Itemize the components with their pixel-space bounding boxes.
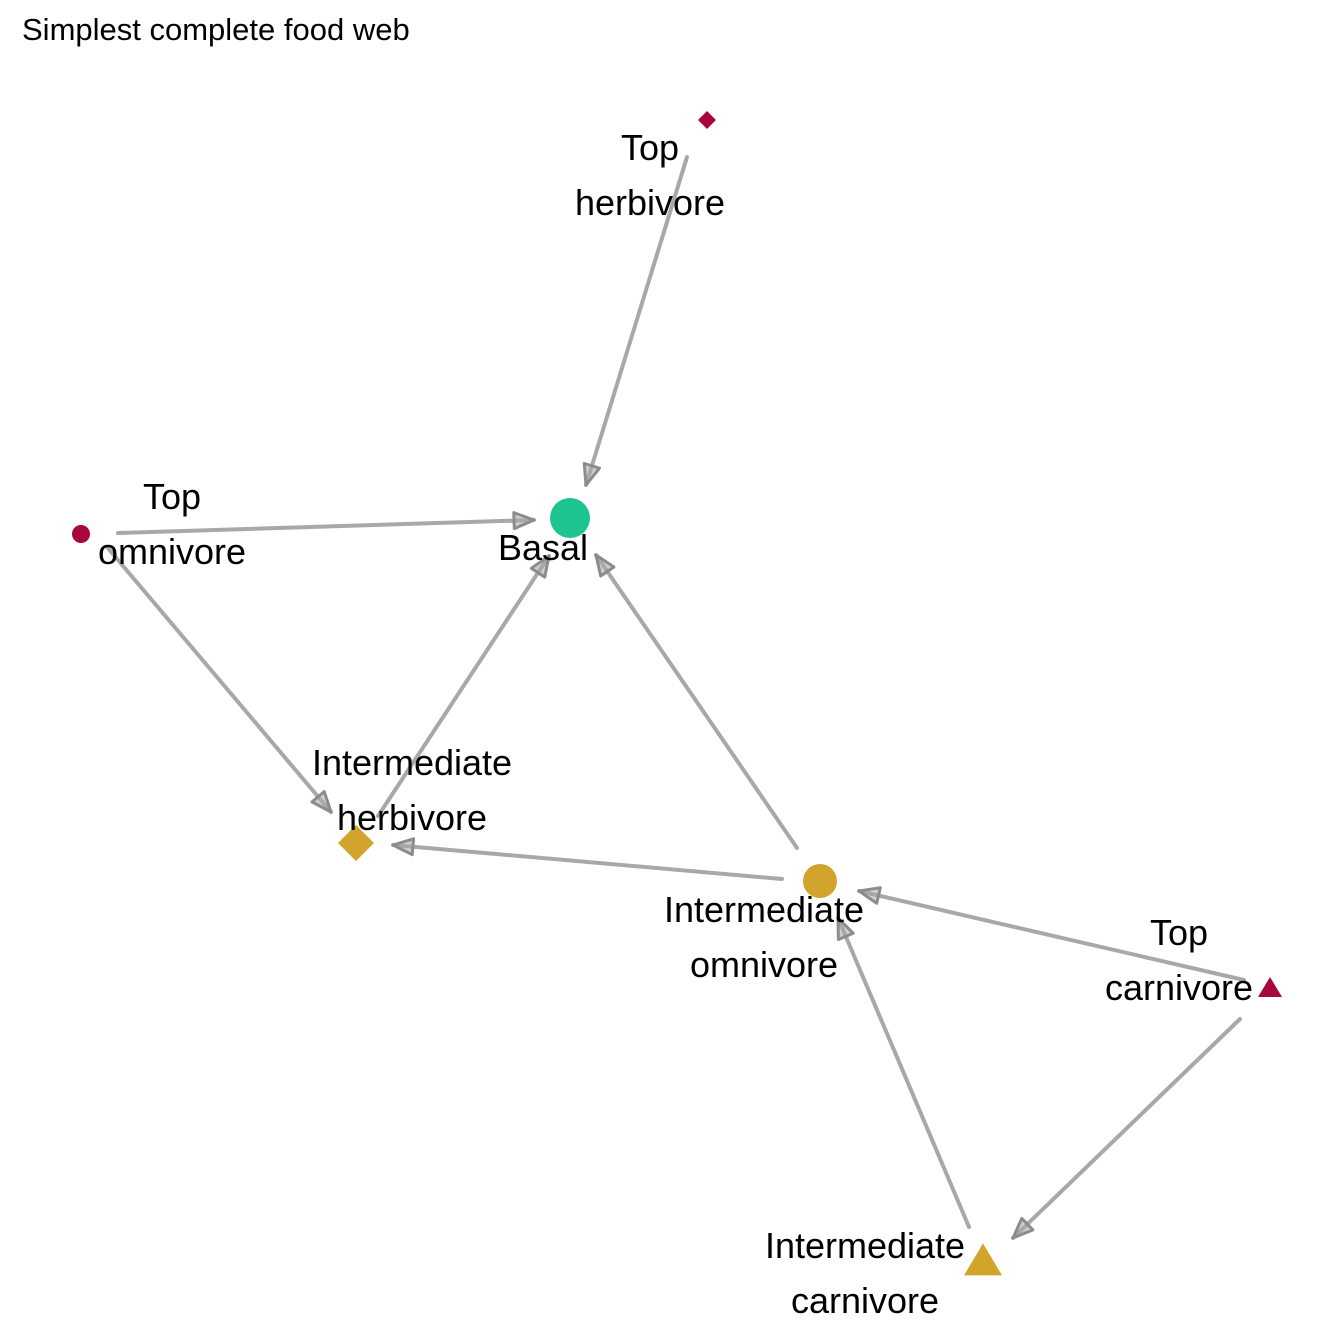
node-label-top-herb: Top herbivore xyxy=(575,127,725,223)
node-basal-circle-icon xyxy=(550,498,590,538)
edge-top_carn-to-int_carn xyxy=(1011,1017,1242,1240)
edge-line xyxy=(836,916,971,1229)
edge-int_omni-to-int_herb xyxy=(391,837,784,881)
edge-top_carn-to-int_omni xyxy=(857,886,1246,982)
node-label-line: Top xyxy=(1150,912,1208,953)
edges-layer xyxy=(105,155,1246,1240)
arrowhead-icon xyxy=(836,916,855,941)
edge-int_omni-to-basal xyxy=(594,553,799,850)
nodes-layer xyxy=(72,111,1282,1276)
arrowhead-icon xyxy=(391,837,416,857)
edge-top_omni-to-int_herb xyxy=(105,545,333,814)
node-int-carn-triangle-icon xyxy=(964,1243,1002,1276)
node-label-line: Intermediate xyxy=(664,889,864,930)
edge-top_omni-to-basal xyxy=(116,511,536,535)
node-top-carn-triangle-icon xyxy=(1258,977,1282,997)
node-label-int-herb: Intermediate herbivore xyxy=(312,742,512,838)
node-top-herb-diamond-icon xyxy=(698,111,716,129)
edge-line xyxy=(376,554,551,818)
node-label-top-carn: Top carnivore xyxy=(1105,912,1253,1008)
node-int-herb-diamond-icon xyxy=(338,825,374,861)
diagram-title: Simplest complete food web xyxy=(22,12,410,47)
node-label-line: herbivore xyxy=(337,797,487,838)
edge-int_herb-to-basal xyxy=(376,554,551,818)
node-label-line: Intermediate xyxy=(312,742,512,783)
edge-int_carn-to-int_omni xyxy=(836,916,971,1229)
node-label-line: Top xyxy=(621,127,679,168)
node-label-line: Basal xyxy=(498,527,588,568)
node-label-line: herbivore xyxy=(575,182,725,223)
arrowhead-icon xyxy=(310,790,333,814)
node-label-line: Top xyxy=(143,476,201,517)
edge-line xyxy=(391,843,784,881)
edge-line xyxy=(857,889,1246,982)
edge-line xyxy=(116,518,536,535)
arrowhead-icon xyxy=(512,511,536,531)
edge-line xyxy=(105,545,333,814)
edge-top_herb-to-basal xyxy=(582,155,689,487)
node-label-line: Intermediate xyxy=(765,1225,965,1266)
arrowhead-icon xyxy=(529,554,551,579)
labels-layer: Basal Intermediate herbivore Intermediate om… xyxy=(98,127,1253,1321)
node-label-int-omni: Intermediate omnivore xyxy=(664,889,864,985)
arrowhead-icon xyxy=(582,462,601,487)
edge-line xyxy=(1011,1017,1242,1240)
node-int-omni-circle-icon xyxy=(803,864,837,898)
node-label-top-omni: Top omnivore xyxy=(98,476,246,572)
edge-line xyxy=(594,553,799,850)
node-label-basal: Basal xyxy=(498,527,588,568)
node-label-line: omnivore xyxy=(98,531,246,572)
arrowhead-icon xyxy=(594,553,616,578)
node-label-line: carnivore xyxy=(791,1280,939,1321)
node-label-int-carn: Intermediate carnivore xyxy=(765,1225,965,1321)
arrowhead-icon xyxy=(1011,1216,1035,1240)
node-label-line: omnivore xyxy=(690,944,838,985)
node-top-omni-circle-icon xyxy=(72,525,90,543)
arrowhead-icon xyxy=(857,886,882,905)
node-label-line: carnivore xyxy=(1105,967,1253,1008)
edge-line xyxy=(584,155,689,487)
